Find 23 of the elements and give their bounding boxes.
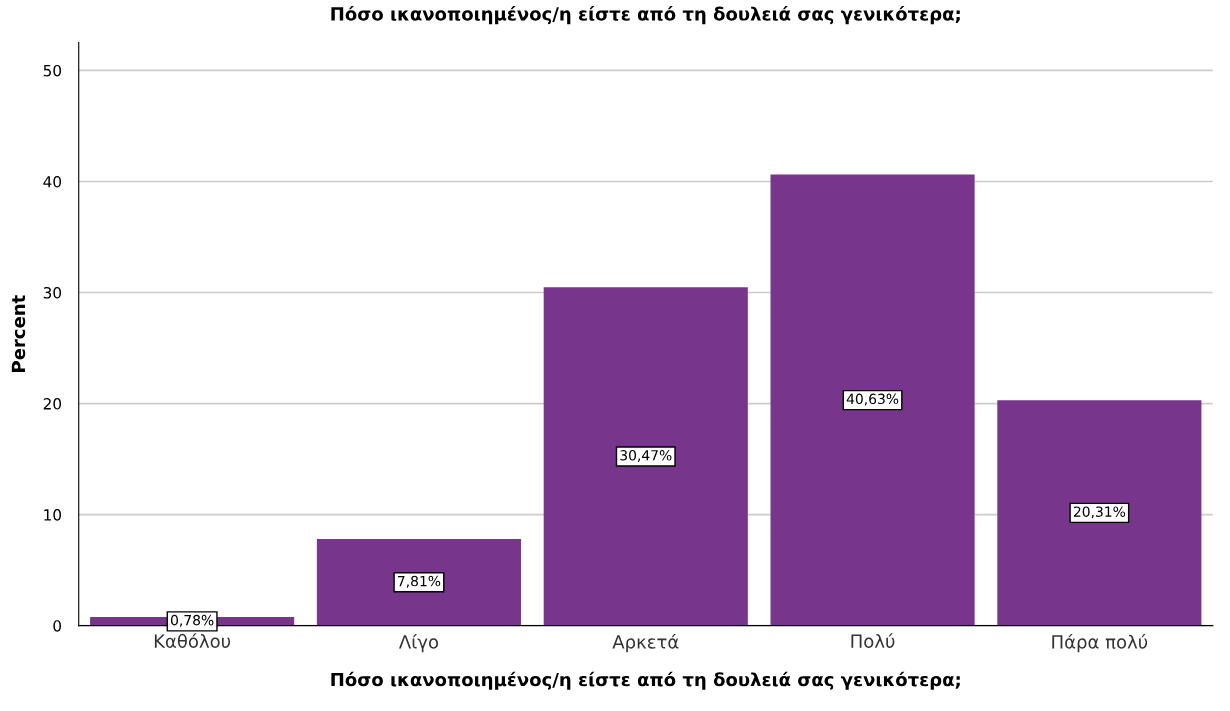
y-axis-title: Percent — [11, 295, 26, 372]
x-tick-label: Αρκετά — [612, 634, 679, 653]
y-tick-label: 0 — [53, 620, 62, 632]
y-tick-label: 40 — [43, 175, 62, 188]
y-tick-label: 10 — [44, 509, 62, 521]
bar — [770, 174, 975, 626]
bar — [543, 287, 748, 626]
bar — [316, 538, 521, 626]
bar — [997, 400, 1202, 626]
x-axis-title: Πόσο ικανοποιημένος/η είστε από τη δουλειά σας γενικότερα; — [331, 671, 960, 690]
y-tick-label: 20 — [43, 398, 62, 410]
y-tick-label: 30 — [43, 286, 62, 299]
x-tick-label: Πάρα πολύ — [1052, 634, 1148, 653]
y-tick-label: 50 — [43, 64, 62, 77]
x-tick-label: Λίγο — [398, 634, 439, 653]
data-label: 0,78% — [170, 614, 214, 627]
data-label: 40,63% — [846, 393, 899, 406]
data-label: 30,47% — [620, 450, 672, 462]
chart-title: Πόσο ικανοποιημένος/η είστε από τη δουλειά σας γενικότερα; — [331, 6, 960, 25]
data-label: 20,31% — [1073, 506, 1126, 519]
x-tick-label: Πολύ — [851, 633, 895, 648]
data-label: 7,81% — [398, 575, 441, 588]
x-tick-label: Καθόλου — [154, 633, 231, 648]
